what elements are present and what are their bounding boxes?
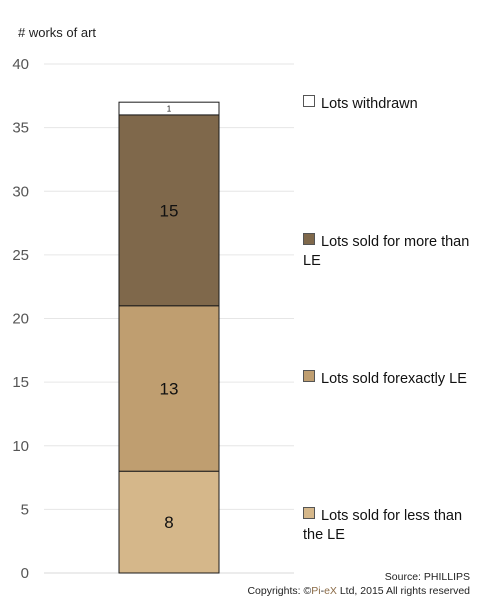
legend-label: Lots sold for less than the LE bbox=[303, 508, 463, 543]
y-tick-label: 25 bbox=[12, 247, 29, 264]
segment-labels: 8 13 15 1 bbox=[160, 105, 179, 533]
copyright-note: Copyrights: ©Pi-eX Ltd, 2015 All rights … bbox=[247, 585, 470, 597]
legend-item-exactly-le: Lots sold forexactly LE bbox=[303, 370, 478, 389]
segment-label: 13 bbox=[160, 379, 179, 398]
segment-label: 1 bbox=[167, 105, 172, 114]
copyright-prefix: Copyrights: bbox=[247, 585, 304, 597]
bar-segments bbox=[118, 101, 220, 574]
y-tick-label: 35 bbox=[12, 120, 29, 137]
y-tick-label: 10 bbox=[12, 438, 29, 455]
brand-pi: Pi bbox=[311, 585, 321, 597]
brand-ex: eX bbox=[324, 585, 337, 597]
copyright-suffix: Ltd, 2015 All rights reserved bbox=[336, 585, 470, 597]
y-tick-label: 15 bbox=[12, 374, 29, 391]
bar-segment bbox=[118, 305, 220, 472]
source-note: Source: PHILLIPS bbox=[384, 571, 470, 583]
legend-item-more-than-le: Lots sold for more than LE bbox=[303, 233, 478, 271]
bar-segment bbox=[118, 101, 220, 116]
y-tick-label: 0 bbox=[21, 565, 29, 582]
brand-dash: - bbox=[320, 585, 325, 597]
legend-label: Lots withdrawn bbox=[321, 96, 418, 112]
y-tick-label: 5 bbox=[21, 501, 29, 518]
legend-swatch bbox=[303, 507, 315, 519]
y-tick-label: 20 bbox=[12, 311, 29, 328]
segment-label: 8 bbox=[164, 513, 173, 532]
bar-segment bbox=[118, 470, 220, 574]
legend-label: Lots sold forexactly LE bbox=[321, 371, 467, 387]
segment-label: 15 bbox=[160, 201, 179, 220]
y-tick-label: 30 bbox=[12, 183, 29, 200]
legend-item-withdrawn: Lots withdrawn bbox=[303, 95, 478, 114]
y-axis-label: # works of art bbox=[18, 25, 96, 40]
legend-swatch bbox=[303, 233, 315, 245]
bar-segment bbox=[118, 114, 220, 307]
copyright-symbol: © bbox=[303, 585, 312, 597]
legend-label: Lots sold for more than LE bbox=[303, 234, 470, 269]
legend-swatch bbox=[303, 370, 315, 382]
y-tick-label: 40 bbox=[12, 56, 29, 73]
y-tick-labels: 0 5 10 15 20 25 30 35 40 bbox=[12, 56, 29, 582]
legend-item-less-than-le: Lots sold for less than the LE bbox=[303, 507, 478, 545]
legend-swatch bbox=[303, 95, 315, 107]
